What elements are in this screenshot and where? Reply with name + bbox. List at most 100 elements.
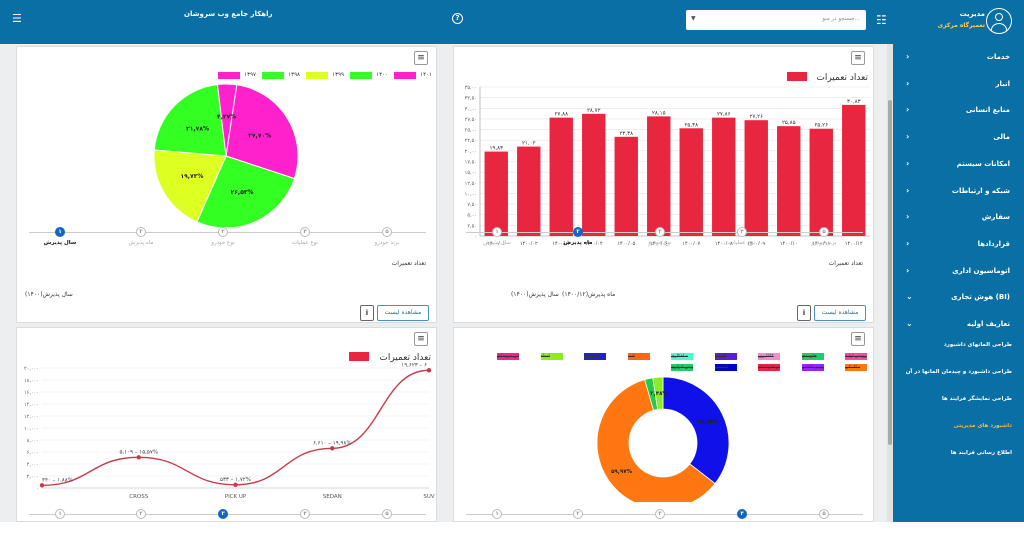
legend-label: سرویس دوره ای	[497, 354, 519, 359]
step-circle[interactable]: ۱	[55, 509, 65, 519]
chevron-right-icon: ›	[906, 52, 910, 61]
bar-data-label: ۲۸,۷۲	[587, 108, 601, 114]
legend-label: ۱۳۹۸	[288, 72, 300, 78]
legend-swatch	[801, 353, 824, 360]
bar-stepper: ۱ سال پذیرش ۲ ماه پذیرش ۳ نوع خودرو ۴ نوع عملیا…	[454, 222, 875, 254]
filter-month: ماه پذیرش(۱۴۰۰/۱۲)	[562, 291, 616, 298]
step-circle[interactable]: ۴	[300, 227, 310, 237]
legend-swatch	[349, 352, 369, 361]
legend-label: ۱۴۰۱	[420, 72, 432, 78]
step-circle[interactable]: ۲	[573, 227, 583, 237]
y-tick-label: ۱۴,۰۰۰	[24, 402, 39, 408]
x-tick-label: ۱۴۰۰/۰۵	[617, 241, 635, 245]
sidebar-subitem[interactable]: طراحی المانهای داشبورد	[943, 342, 1012, 348]
step-label[interactable]: برند خودرو	[374, 240, 400, 246]
step-circle[interactable]: ۳	[655, 509, 665, 519]
step-circle[interactable]: ۵	[382, 509, 392, 519]
chart-menu-button[interactable]: ≡	[851, 51, 865, 65]
view-list-button[interactable]: مشاهده لیست	[814, 305, 866, 321]
menu-search-box[interactable]: جستجو در منو... ▼	[686, 10, 866, 30]
step-label[interactable]: سال پذیرش	[43, 240, 77, 246]
sidebar-item[interactable]: خدمات ›	[893, 44, 1024, 71]
step-label[interactable]: ماه پذیرش	[563, 240, 593, 246]
slice-label: ۲۶,۵۳%	[231, 189, 254, 196]
user-avatar[interactable]	[986, 8, 1012, 34]
sidebar-subitem[interactable]: اطلاع رسانی فرایند ها	[950, 450, 1012, 456]
y-tick-label: ۱۵,۰۰	[465, 170, 477, 176]
step-label[interactable]: نوع خودرو	[648, 240, 672, 246]
line-point	[39, 483, 45, 488]
bar	[549, 117, 573, 236]
info-button[interactable]: i	[360, 305, 374, 321]
sidebar-item-label: سفارش	[981, 213, 1010, 222]
step-circle[interactable]: ۳	[655, 227, 665, 237]
step-circle[interactable]: ۴	[737, 227, 747, 237]
sidebar-item[interactable]: سفارش ›	[893, 204, 1024, 231]
step-label[interactable]: نوع عملیات	[728, 240, 756, 246]
y-tick-label: ۲۷,۵۰	[465, 117, 477, 123]
donut-stepper: ۱ ۲ ۳ ۴ ۵	[454, 504, 875, 522]
legend-swatch	[627, 353, 650, 360]
info-button[interactable]: i	[797, 305, 811, 321]
sidebar-item[interactable]: انبار ›	[893, 71, 1024, 98]
step-circle[interactable]: ۱	[55, 227, 65, 237]
y-tick-label: ۱۰,۰۰۰	[24, 426, 39, 432]
donut-chart-panel: ≡ سرویس اولیه جلوبندی کاتالیزور کابینت صافکا…	[453, 327, 874, 522]
sidebar-item[interactable]: تعاریف اولیه ⌄	[893, 311, 1024, 338]
main-scrollbar-thumb[interactable]	[888, 100, 892, 445]
sidebar-subitem[interactable]: طراحی داشبورد و چیدمان المانها در آن	[905, 369, 1012, 375]
step-circle[interactable]: ۳	[218, 227, 228, 237]
sidebar-item[interactable]: اتوماسیون اداری ›	[893, 258, 1024, 285]
legend-label: صافکاری	[671, 354, 688, 359]
sidebar-item[interactable]: امکانات سیستم ›	[893, 151, 1024, 178]
bar	[777, 126, 801, 236]
step-circle[interactable]: ۵	[382, 227, 392, 237]
chevron-down-icon[interactable]: ▼	[691, 15, 696, 22]
step-circle[interactable]: ۵	[819, 227, 829, 237]
sidebar-subitem[interactable]: داشبورد های مدیریتی	[953, 423, 1013, 429]
legend-swatch	[218, 72, 240, 79]
chart-menu-button[interactable]: ≡	[851, 332, 865, 346]
step-circle[interactable]: ۲	[573, 509, 583, 519]
step-circle[interactable]: ۵	[819, 509, 829, 519]
step-circle[interactable]: ۲	[136, 227, 146, 237]
step-circle[interactable]: ۱	[492, 227, 502, 237]
view-list-button[interactable]: مشاهده لیست	[377, 305, 429, 321]
sidebar-subitem[interactable]: طراحی نمایشگر فرایند ها	[941, 396, 1012, 402]
step-circle[interactable]: ۱	[492, 509, 502, 519]
help-icon[interactable]: ?	[452, 13, 463, 24]
hamburger-icon[interactable]: ☰	[12, 12, 22, 25]
x-tick-label: ۱۴۰۰/۰۶	[650, 241, 668, 245]
chevron-right-icon: ›	[906, 78, 910, 88]
step-circle[interactable]: ۴	[737, 509, 747, 519]
x-tick-label: ۱۴۰۰/۰۱	[487, 241, 505, 245]
step-label[interactable]: نوع عملیات	[291, 240, 319, 246]
x-tick-label: ۱۴۰۰/۱۰	[780, 241, 798, 245]
search-input[interactable]: جستجو در منو...	[822, 16, 860, 22]
step-circle[interactable]: ۲	[136, 509, 146, 519]
chart-menu-button[interactable]: ≡	[414, 51, 428, 65]
line-point	[233, 482, 238, 488]
step-label[interactable]: سال پذیرش	[483, 240, 511, 246]
sidebar-item[interactable]: مالی ›	[893, 124, 1024, 151]
sidebar-item[interactable]: منابع انسانی ›	[893, 97, 1024, 124]
legend-swatch	[584, 353, 606, 360]
step-label[interactable]: برند خودرو	[811, 240, 837, 246]
filter-year: سال پذیرش(۱۴۰۰)	[511, 291, 559, 298]
legend-label: ۱۳۹۷	[244, 72, 256, 78]
step-label[interactable]: نوع خودرو	[211, 240, 235, 246]
chart-menu-button[interactable]: ≡	[414, 332, 428, 346]
legend-label: سرویس حرفه ای	[758, 365, 780, 370]
donut-slice	[652, 376, 664, 410]
sidebar-item[interactable]: شبکه و ارتباطات ›	[893, 178, 1024, 205]
slice-label: ۴,۲۷%	[217, 113, 236, 120]
step-label[interactable]: ماه پذیرش	[128, 240, 154, 246]
sidebar-item[interactable]: قراردادها ›	[893, 231, 1024, 258]
legend-label: کابینت	[714, 354, 727, 359]
menu-toggle-icon[interactable]: ☷	[876, 13, 887, 27]
step-circle[interactable]: ۴	[300, 509, 310, 519]
legend-swatch	[714, 353, 737, 360]
step-circle[interactable]: ۳	[218, 509, 228, 519]
line-stepper: ۱ ۲ ۳ ۴ ۵	[17, 504, 438, 522]
sidebar-item[interactable]: هوش تجاری (BI) ⌄	[893, 284, 1024, 311]
